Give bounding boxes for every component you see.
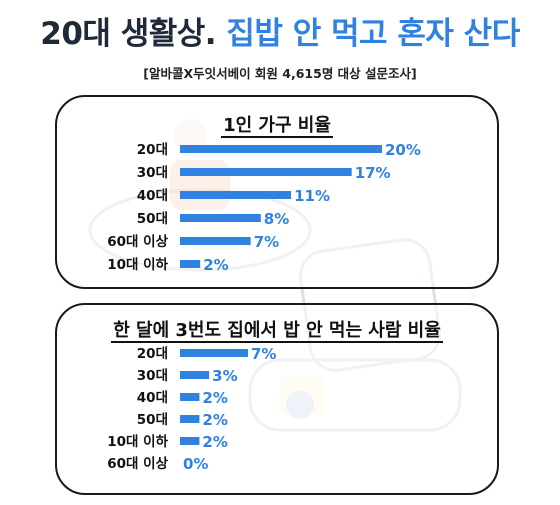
bar (180, 371, 210, 379)
panel-title-text: 한 달에 3번도 집에서 밥 안 먹는 사람 비율 (111, 320, 443, 343)
category-label: 50대 (137, 412, 168, 428)
bar (180, 214, 261, 222)
bar (180, 168, 352, 176)
value-label: 0% (183, 455, 208, 473)
category-label: 30대 (137, 368, 168, 384)
value-label: 20% (385, 141, 421, 159)
page-title: 20대 생활상. 집밥 안 먹고 혼자 산다 (0, 8, 560, 53)
category-label: 20대 (137, 346, 168, 362)
bar (180, 145, 382, 153)
value-label: 7% (254, 233, 279, 251)
category-label: 30대 (137, 165, 168, 181)
value-label: 7% (251, 345, 276, 363)
value-label: 2% (202, 389, 227, 407)
category-label: 50대 (137, 211, 168, 227)
panel-title: 1인 가구 비율 (57, 111, 497, 138)
category-label: 10대 이하 (107, 433, 168, 450)
value-label: 2% (202, 411, 227, 429)
bar (180, 260, 201, 268)
category-label: 60대 이상 (107, 455, 168, 472)
bar (180, 393, 200, 401)
value-label: 8% (264, 210, 289, 228)
panel-title-text: 1인 가구 비율 (221, 115, 333, 138)
bar (180, 437, 200, 445)
panel-title: 한 달에 3번도 집에서 밥 안 먹는 사람 비율 (57, 316, 497, 343)
eating-out-panel: 한 달에 3번도 집에서 밥 안 먹는 사람 비율 (55, 303, 499, 495)
bar (180, 191, 292, 199)
value-label: 17% (355, 164, 391, 182)
bar (180, 415, 200, 423)
category-label: 40대 (137, 188, 168, 204)
bar (180, 349, 248, 357)
value-label: 3% (212, 367, 237, 385)
category-label: 20대 (137, 142, 168, 158)
category-label: 10대 이하 (107, 256, 168, 273)
bar (180, 237, 251, 245)
title-part-2: 집밥 안 먹고 혼자 산다 (226, 16, 520, 52)
title-part-1: 20대 생활상. (40, 16, 217, 52)
category-label: 60대 이상 (107, 233, 168, 250)
value-label: 2% (202, 433, 227, 451)
value-label: 11% (294, 187, 330, 205)
subtitle: [알바콜X두잇서베이 회원 4,615명 대상 설문조사] (143, 66, 417, 81)
category-label: 40대 (137, 390, 168, 406)
value-label: 2% (203, 256, 228, 274)
